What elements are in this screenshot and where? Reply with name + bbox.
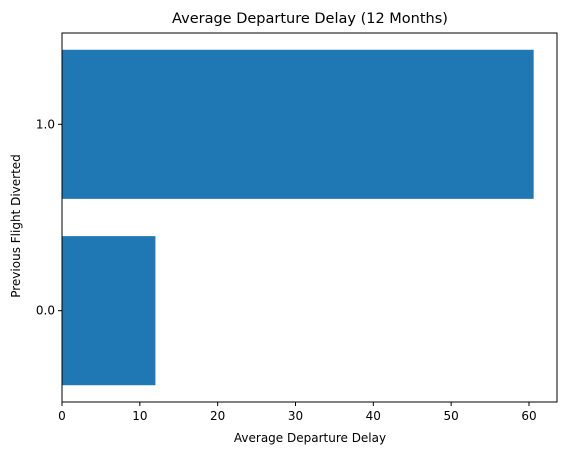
bar-1.0 <box>62 49 534 199</box>
x-tick-label: 20 <box>210 409 225 423</box>
x-tick-label: 40 <box>366 409 381 423</box>
bar-0.0 <box>62 236 156 386</box>
plot-area: 0 10 20 30 40 50 60 0.0 1.0 <box>36 32 558 423</box>
x-axis-label: Average Departure Delay <box>234 431 386 445</box>
y-tick-label: 1.0 <box>36 117 55 131</box>
axes-frame <box>61 32 558 403</box>
x-tick-label: 50 <box>444 409 459 423</box>
x-tick-label: 10 <box>132 409 147 423</box>
x-tick-label: 0 <box>58 409 66 423</box>
chart-title: Average Departure Delay (12 Months) <box>172 11 448 27</box>
y-tick-label: 0.0 <box>36 304 55 318</box>
x-tick-label: 60 <box>521 409 536 423</box>
y-axis-label: Previous Flight Diverted <box>9 154 23 298</box>
x-tick-label: 30 <box>288 409 303 423</box>
